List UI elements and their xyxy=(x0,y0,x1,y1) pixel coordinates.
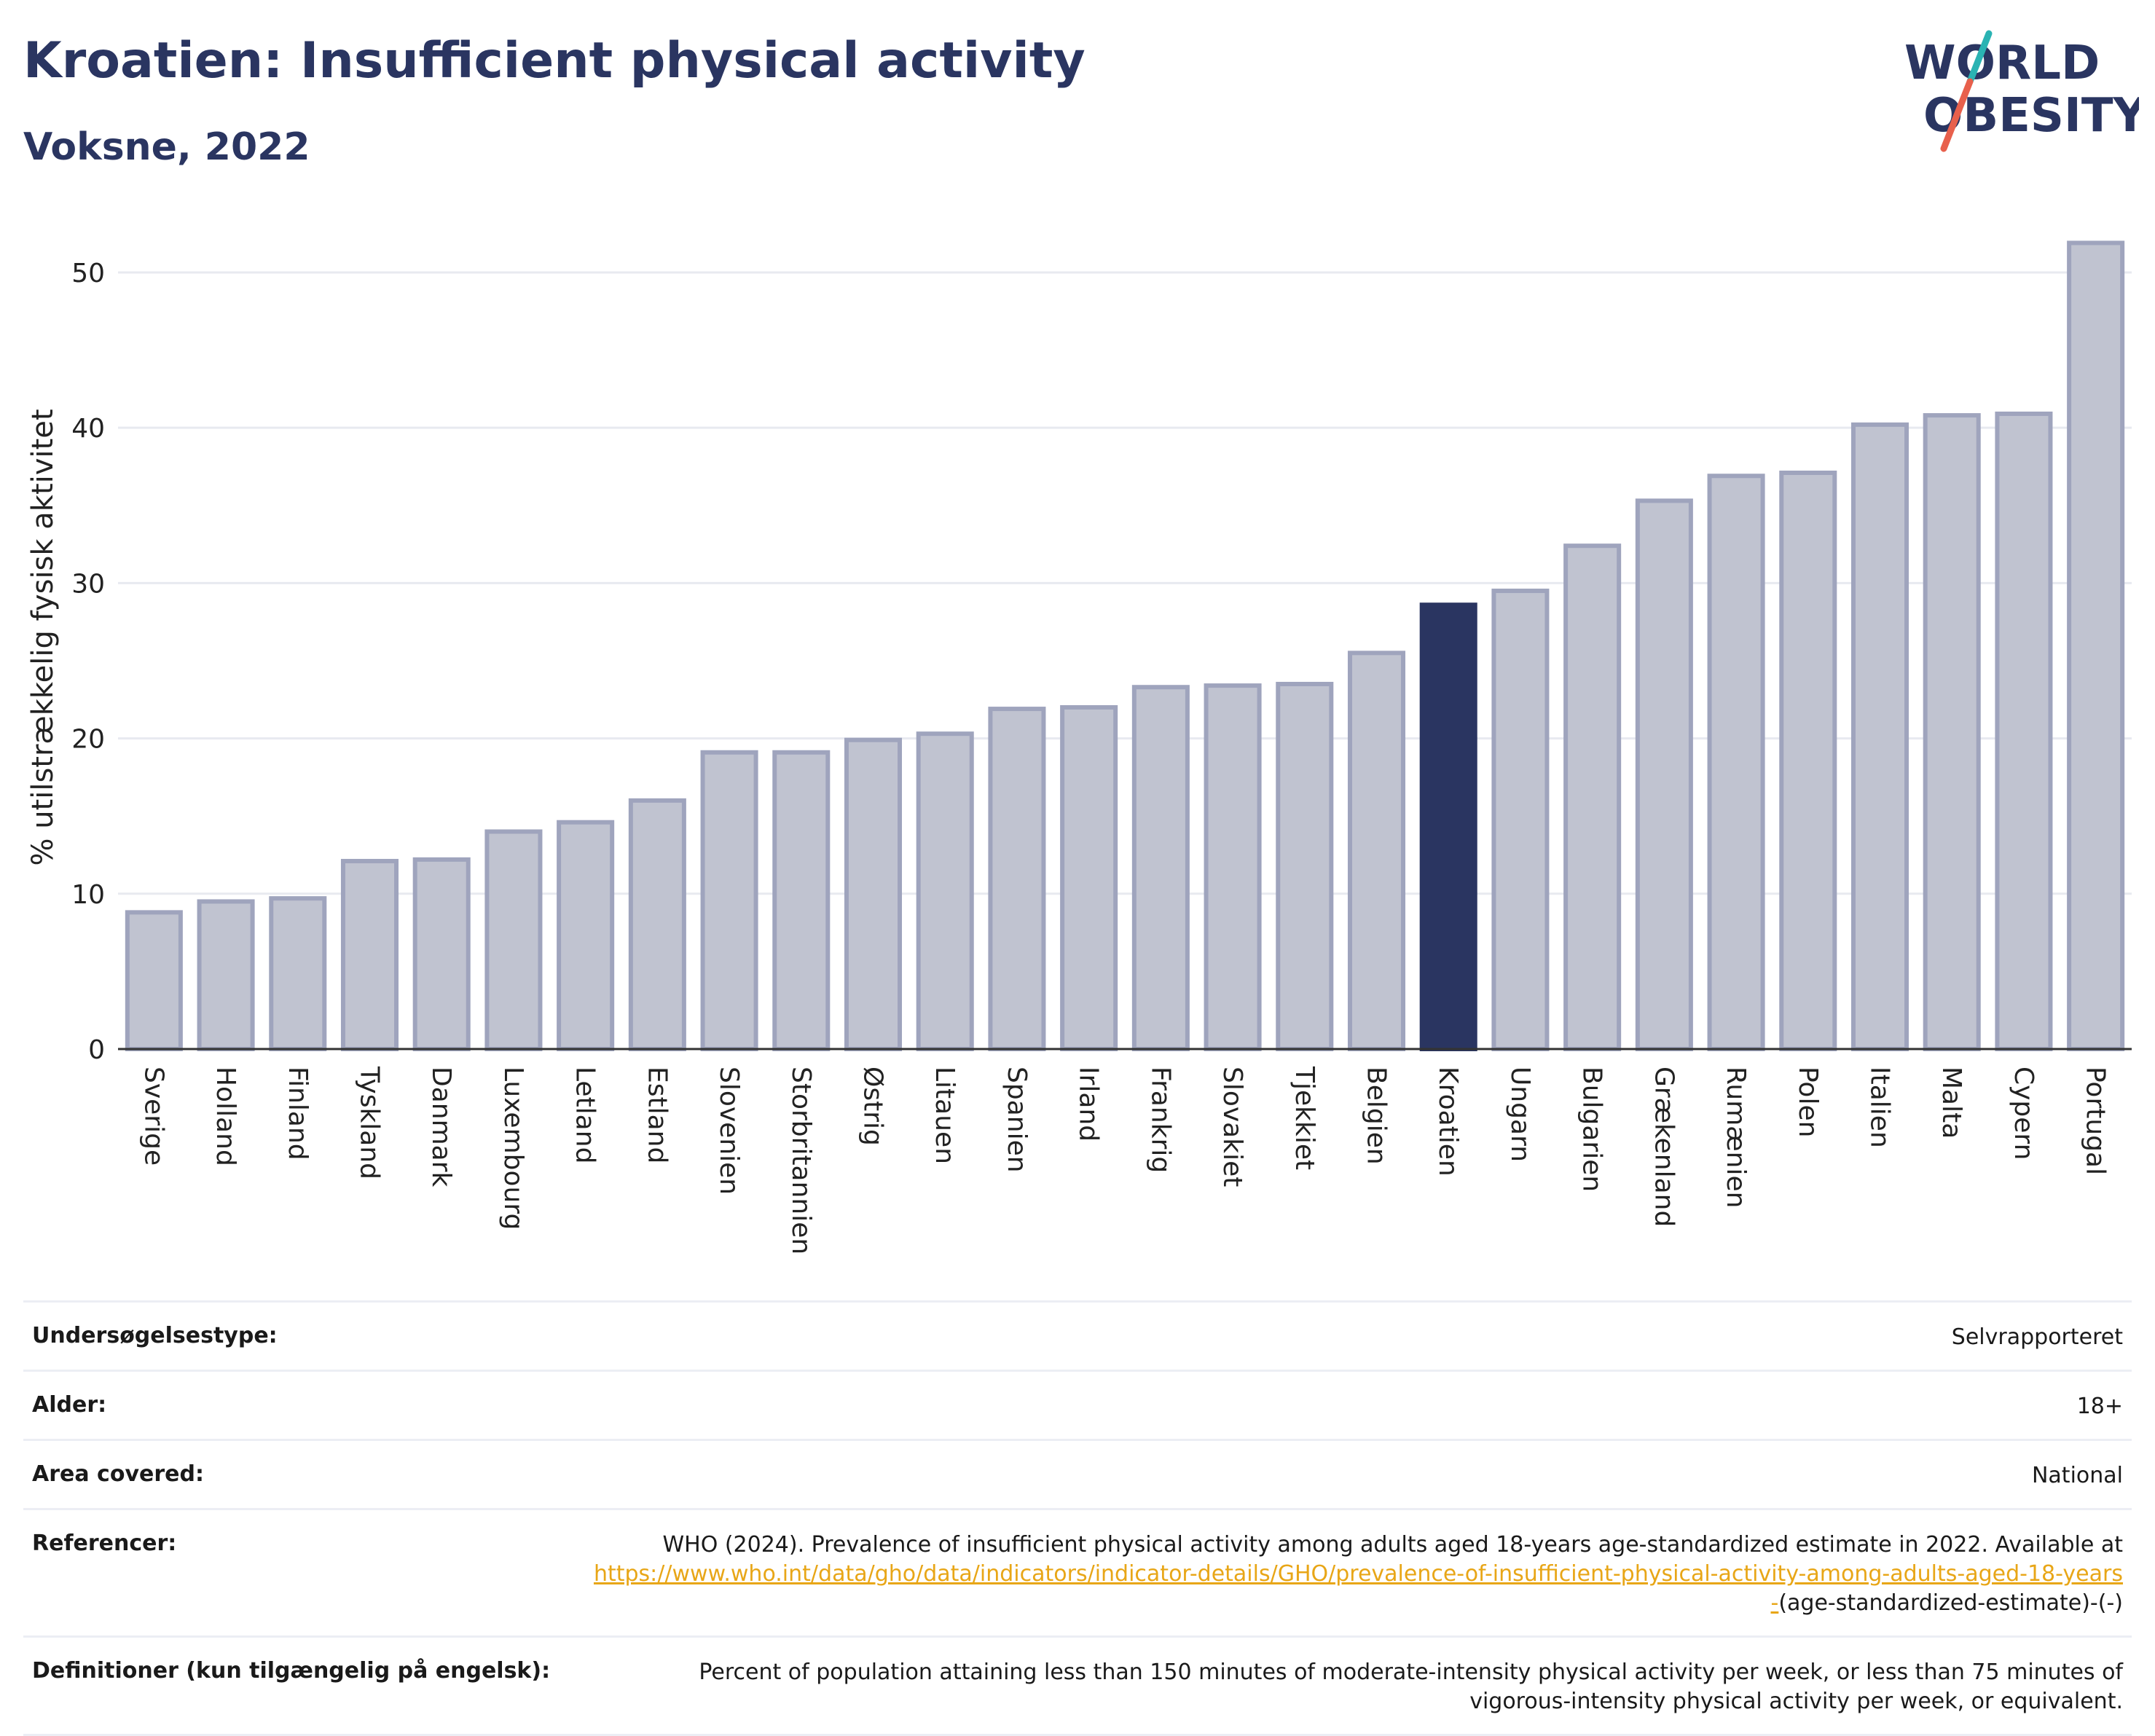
definitions-label: Definitioner (kun tilgængelig på engelsk… xyxy=(32,1658,550,1684)
bar-cypern xyxy=(1997,414,2050,1049)
x-tick-label-italien: Italien xyxy=(1865,1067,1895,1148)
age-label: Alder: xyxy=(32,1392,106,1418)
y-axis-title: % utilstrækkelig fysisk aktivitet xyxy=(26,409,60,865)
references-label: Referencer: xyxy=(32,1531,176,1556)
area-value: National xyxy=(2032,1461,2123,1490)
y-tick-label-50: 50 xyxy=(71,259,105,288)
bar-portugal xyxy=(2069,243,2122,1049)
x-tick-label-slovakiet: Slovakiet xyxy=(1217,1067,1247,1187)
bar-ungarn xyxy=(1493,591,1547,1049)
x-tick-label-danmark: Danmark xyxy=(426,1067,456,1187)
x-tick-label-letland: Letland xyxy=(570,1067,600,1163)
area-label: Area covered: xyxy=(32,1461,204,1487)
x-tick-label-litauen: Litauen xyxy=(930,1067,959,1164)
bar-spanien xyxy=(990,709,1043,1049)
x-tick-label-portugal: Portugal xyxy=(2081,1067,2111,1175)
info-row-area: Area covered: National xyxy=(23,1439,2132,1508)
x-tick-label-slovenien: Slovenien xyxy=(714,1067,744,1195)
x-tick-label-bulgarien: Bulgarien xyxy=(1577,1067,1607,1192)
bar-østrig xyxy=(847,740,900,1049)
x-tick-label-polen: Polen xyxy=(1793,1067,1823,1137)
survey-type-label: Undersøgelsestype: xyxy=(32,1323,278,1348)
bar-italien xyxy=(1853,425,1907,1049)
bar-litauen xyxy=(919,734,972,1049)
x-tick-label-malta: Malta xyxy=(1936,1067,1966,1139)
bar-estland xyxy=(631,801,684,1049)
bar-rumænien xyxy=(1710,476,1763,1049)
bar-finland xyxy=(271,898,324,1049)
y-tick-label-30: 30 xyxy=(71,569,105,599)
bar-letland xyxy=(559,822,612,1049)
x-tick-label-storbritannien: Storbritannien xyxy=(786,1067,816,1254)
x-tick-label-rumænien: Rumænien xyxy=(1721,1067,1751,1208)
y-tick-label-20: 20 xyxy=(71,725,105,755)
x-tick-label-grækenland: Grækenland xyxy=(1649,1067,1679,1227)
x-tick-label-finland: Finland xyxy=(283,1067,313,1160)
x-tick-label-cypern: Cypern xyxy=(2009,1067,2038,1160)
x-tick-label-holland: Holland xyxy=(211,1067,240,1166)
info-table: Undersøgelsestype: Selvrapporteret Alder… xyxy=(23,1300,2132,1736)
bar-kroatien xyxy=(1422,605,1475,1049)
references-suffix: (age-standardized-estimate)-(-) xyxy=(1778,1590,2123,1616)
references-value: WHO (2024). Prevalence of insufficient p… xyxy=(593,1531,2123,1618)
bar-tyskland xyxy=(343,861,396,1049)
x-tick-label-kroatien: Kroatien xyxy=(1433,1067,1463,1177)
bar-frankrig xyxy=(1134,687,1188,1049)
bar-irland xyxy=(1062,707,1115,1049)
info-row-references: Referencer: WHO (2024). Prevalence of in… xyxy=(23,1508,2132,1635)
bar-bulgarien xyxy=(1566,546,1619,1049)
x-tick-label-ungarn: Ungarn xyxy=(1505,1067,1535,1162)
bar-polen xyxy=(1781,473,1834,1049)
bar-luxembourg xyxy=(487,832,540,1049)
x-tick-label-frankrig: Frankrig xyxy=(1145,1067,1175,1173)
x-tick-label-estland: Estland xyxy=(642,1067,672,1163)
references-text: WHO (2024). Prevalence of insufficient p… xyxy=(662,1532,2123,1558)
info-row-definitions: Definitioner (kun tilgængelig på engelsk… xyxy=(23,1635,2132,1736)
x-tick-label-spanien: Spanien xyxy=(1002,1067,1032,1173)
x-tick-label-irland: Irland xyxy=(1074,1067,1104,1142)
bar-storbritannien xyxy=(774,753,828,1049)
x-tick-label-belgien: Belgien xyxy=(1362,1067,1391,1165)
chart-title: Kroatien: Insufficient physical activity xyxy=(23,32,1086,90)
definitions-value: Percent of population attaining less tha… xyxy=(593,1658,2123,1716)
logo-word-world: WORLD xyxy=(1904,36,2100,90)
y-tick-label-40: 40 xyxy=(71,414,105,444)
age-value: 18+ xyxy=(2077,1392,2123,1421)
bar-belgien xyxy=(1350,653,1403,1049)
bar-grækenland xyxy=(1638,500,1691,1049)
info-row-age: Alder: 18+ xyxy=(23,1370,2132,1439)
bar-slovenien xyxy=(703,753,756,1049)
survey-type-value: Selvrapporteret xyxy=(1952,1323,2123,1352)
bar-tjekkiet xyxy=(1278,684,1331,1049)
x-tick-label-sverige: Sverige xyxy=(138,1067,168,1166)
bar-chart: 0 10 20 30 40 50 % utilstrækkelig fysisk aktiv… xyxy=(0,182,2155,1289)
bar-slovakiet xyxy=(1206,686,1260,1049)
bar-malta xyxy=(1926,415,1979,1049)
chart-subtitle: Voksne, 2022 xyxy=(23,125,310,169)
info-row-survey-type: Undersøgelsestype: Selvrapporteret xyxy=(23,1300,2132,1370)
bar-sverige xyxy=(127,912,181,1049)
x-tick-label-luxembourg: Luxembourg xyxy=(498,1067,528,1230)
x-tick-label-tjekkiet: Tjekkiet xyxy=(1290,1066,1319,1170)
bar-holland xyxy=(200,901,253,1049)
bar-danmark xyxy=(415,860,468,1049)
y-tick-label-0: 0 xyxy=(88,1035,105,1065)
x-tick-label-østrig: Østrig xyxy=(858,1067,888,1146)
y-tick-label-10: 10 xyxy=(71,880,105,910)
x-tick-label-tyskland: Tyskland xyxy=(355,1066,385,1179)
world-obesity-logo: WORLD OBESITY xyxy=(1901,29,2139,153)
